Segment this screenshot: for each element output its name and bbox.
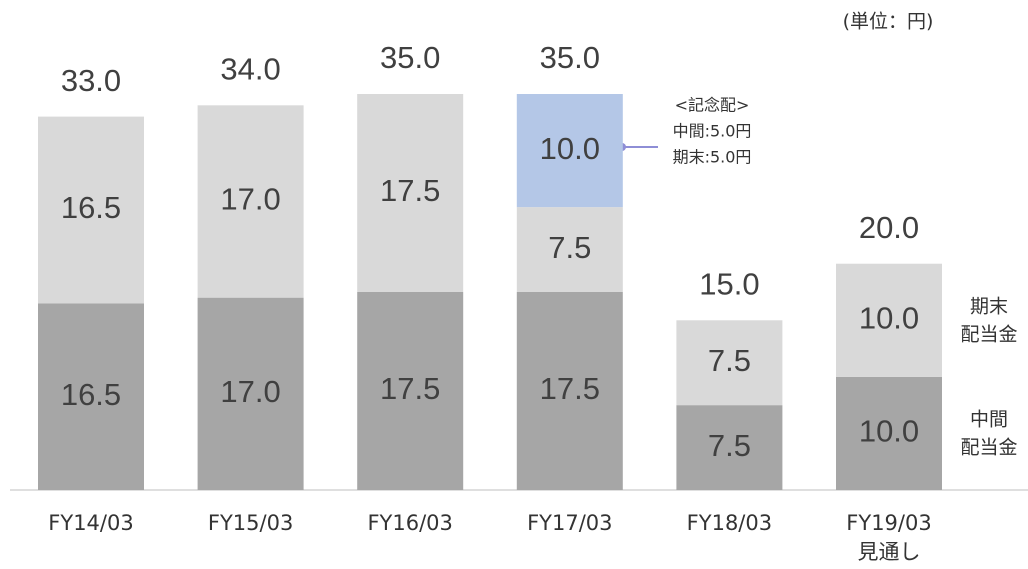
x-tick-label: FY14/03: [48, 511, 133, 535]
value-label: 10.0: [859, 414, 919, 449]
value-label: 17.5: [380, 173, 440, 208]
annotation: 中間:5.0円: [673, 122, 752, 141]
value-label: 17.5: [540, 371, 600, 406]
x-tick-label: FY17/03: [527, 511, 612, 535]
x-tick-label: FY16/03: [367, 511, 452, 535]
bar-segment: [38, 116, 144, 304]
total-label: 15.0: [699, 266, 759, 301]
total-label: 35.0: [380, 40, 440, 75]
annotation: 期末:5.0円: [673, 148, 752, 167]
value-label: 16.5: [61, 377, 121, 412]
value-label: 10.0: [540, 131, 600, 166]
legend-label: 期末配当金: [960, 295, 1017, 345]
value-label: 7.5: [708, 343, 751, 378]
total-label: 34.0: [220, 52, 280, 87]
bar-segment: [836, 376, 942, 490]
total-label: 35.0: [540, 40, 600, 75]
bar-segment: [197, 297, 304, 490]
bar-segment: [836, 263, 942, 377]
bar-segment: [516, 207, 623, 292]
unit-label: (単位：円): [843, 11, 934, 33]
total-label: 20.0: [859, 210, 919, 245]
bar-segment: [197, 105, 304, 298]
bar-segment: [676, 320, 783, 406]
value-label: 7.5: [708, 428, 751, 463]
bar-segment: [38, 303, 144, 490]
value-label: 16.5: [61, 190, 121, 225]
bar-segment: [676, 405, 783, 490]
x-tick-label: FY18/03: [687, 511, 772, 535]
value-label: 17.0: [220, 374, 280, 409]
value-label: 17.5: [380, 371, 440, 406]
annotation: <記念配>: [675, 96, 750, 115]
x-tick-label: FY19/03 見通し: [846, 511, 931, 564]
bar-segment: [516, 94, 623, 208]
value-label: 10.0: [859, 300, 919, 335]
bar-segment: [357, 94, 464, 292]
value-label: 7.5: [548, 230, 591, 265]
legend-label: 中間配当金: [960, 408, 1017, 458]
value-label: 17.0: [220, 182, 280, 217]
total-label: 33.0: [61, 63, 121, 98]
x-tick-label: FY15/03: [208, 511, 293, 535]
bar-segment: [516, 292, 623, 490]
bar-segment: [357, 292, 464, 490]
